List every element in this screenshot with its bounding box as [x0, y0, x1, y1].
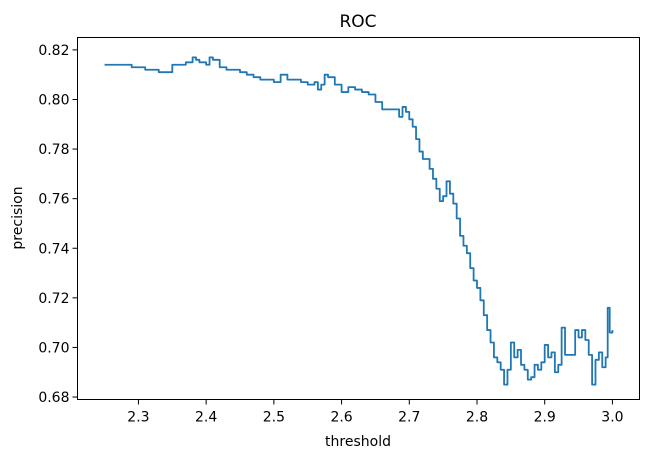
x-tick-label: 2.5: [263, 410, 285, 426]
x-tick-label: 2.3: [127, 410, 149, 426]
y-axis: 0.68 0.70 0.72 0.74 0.76 0.78 0.80 0.82: [38, 43, 78, 406]
plot-area: 2.3 2.4 2.5 2.6 2.7 2.8 2.9 3.0 0.68 0.70 0.72 0.7…: [38, 37, 640, 426]
x-axis: 2.3 2.4 2.5 2.6 2.7 2.8 2.9 3.0: [127, 399, 624, 426]
x-tick-label: 2.6: [330, 410, 352, 426]
x-tick-label: 2.4: [195, 410, 217, 426]
x-tick-label: 2.8: [466, 410, 488, 426]
x-tick-label: 2.7: [398, 410, 420, 426]
y-tick-label: 0.68: [38, 390, 69, 406]
y-tick-label: 0.82: [38, 43, 69, 59]
y-tick-label: 0.74: [38, 241, 69, 257]
x-tick-label: 2.9: [534, 410, 556, 426]
y-tick-label: 0.72: [38, 291, 69, 307]
y-tick-label: 0.80: [38, 92, 69, 108]
x-tick-label: 3.0: [601, 410, 623, 426]
y-tick-label: 0.78: [38, 142, 69, 158]
y-axis-title: precision: [10, 186, 26, 249]
plot-frame: [77, 37, 640, 400]
y-tick-label: 0.76: [38, 192, 69, 208]
series-line: [104, 56, 614, 386]
chart-title: ROC: [339, 12, 376, 32]
x-axis-title: threshold: [325, 434, 391, 450]
y-tick-label: 0.70: [38, 340, 69, 356]
